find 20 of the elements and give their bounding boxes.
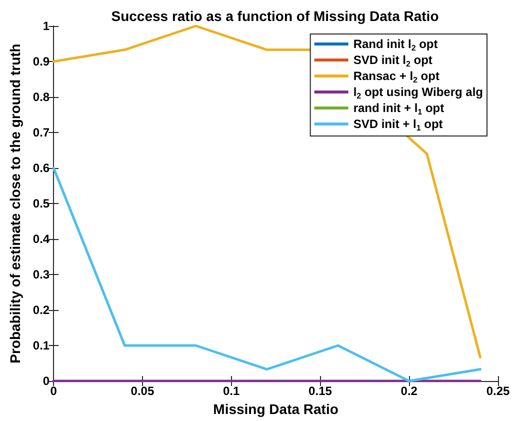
y-tick-label: 0 bbox=[42, 374, 50, 388]
y-tick-label: 0.3 bbox=[32, 268, 50, 282]
chart-title: Success ratio as a function of Missing Data Ratio bbox=[111, 8, 439, 24]
x-axis-title: Missing Data Ratio bbox=[213, 400, 338, 417]
y-tick-label: 0.9 bbox=[32, 54, 50, 68]
x-tick-label: 0.2 bbox=[400, 384, 418, 398]
x-tick-label: 0.1 bbox=[223, 384, 240, 398]
y-axis-title: Probability of estimate close to the ground truth bbox=[7, 44, 23, 364]
y-tick-label: 0.6 bbox=[32, 161, 50, 175]
y-tick-label: 0.2 bbox=[32, 303, 50, 317]
x-tick-label: 0.05 bbox=[130, 384, 154, 398]
y-tick-label: 0.8 bbox=[32, 90, 50, 104]
y-tick-label: 0.1 bbox=[32, 338, 50, 352]
y-tick-label: 0.7 bbox=[32, 126, 50, 140]
x-tick-label: 0.15 bbox=[308, 384, 332, 398]
y-tick-label: 1 bbox=[42, 19, 50, 33]
x-tick-label: 0.25 bbox=[486, 384, 510, 398]
line-series bbox=[52, 166, 482, 382]
y-tick-label: 0.4 bbox=[32, 232, 50, 246]
y-tick-label: 0.5 bbox=[32, 196, 50, 210]
